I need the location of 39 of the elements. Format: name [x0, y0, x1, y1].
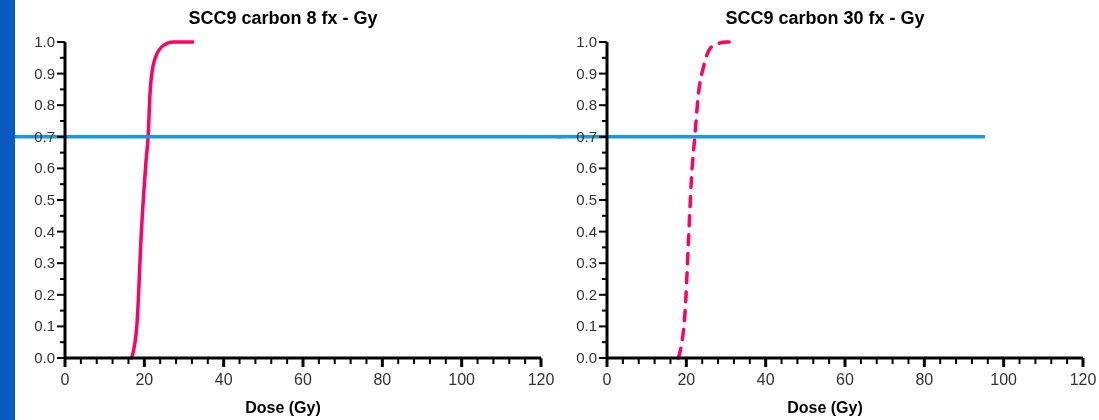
y-tick-label: 0.3: [576, 254, 597, 272]
y-tick-label: 0.4: [34, 222, 55, 240]
y-tick-label: 0.5: [34, 191, 55, 208]
x-tick-label: 40: [756, 371, 775, 388]
x-tick-label: 60: [836, 371, 854, 388]
line-series: [129, 40, 195, 360]
x-tick-label: 0: [60, 371, 70, 388]
y-tick-label: 1.0: [576, 33, 597, 50]
y-tick-label: 0.2: [576, 285, 597, 303]
x-tick-label: 20: [677, 371, 696, 388]
y-tick-label: 0.8: [34, 96, 55, 114]
x-axis-title: Dose (Gy): [787, 399, 863, 416]
y-tick-label: 0.3: [34, 254, 55, 272]
x-tick-label: 120: [1069, 371, 1097, 388]
y-tick-label: 0.1: [34, 317, 55, 335]
y-tick-label: 1.0: [34, 33, 55, 50]
y-tick-label: 0.4: [576, 222, 597, 240]
y-tick-label: 0.1: [576, 317, 597, 335]
x-tick-label: 0: [602, 371, 612, 388]
y-tick-label: 0.0: [576, 349, 597, 366]
x-tick-label: 80: [373, 371, 392, 388]
x-axis-title: Dose (Gy): [245, 399, 321, 416]
y-tick-label: 0.8: [576, 96, 597, 114]
y-tick-label: 0.0: [34, 349, 55, 366]
x-tick-label: 100: [448, 371, 476, 388]
y-tick-label: 0.2: [34, 285, 55, 303]
x-tick-label: 120: [527, 371, 555, 388]
x-tick-label: 40: [214, 371, 233, 388]
y-tick-label: 0.6: [576, 159, 597, 177]
chart-title: SCC9 carbon 30 fx - Gy: [725, 8, 925, 28]
y-tick-label: 0.9: [576, 64, 597, 82]
chart-title: SCC9 carbon 8 fx - Gy: [188, 8, 378, 28]
y-tick-label: 0.5: [576, 191, 597, 208]
y-tick-label: 0.9: [34, 64, 55, 82]
x-tick-label: 80: [915, 371, 934, 388]
y-tick-label: 0.6: [34, 159, 55, 177]
x-tick-label: 20: [135, 371, 154, 388]
x-tick-label: 100: [990, 371, 1018, 388]
x-tick-label: 60: [294, 371, 312, 388]
